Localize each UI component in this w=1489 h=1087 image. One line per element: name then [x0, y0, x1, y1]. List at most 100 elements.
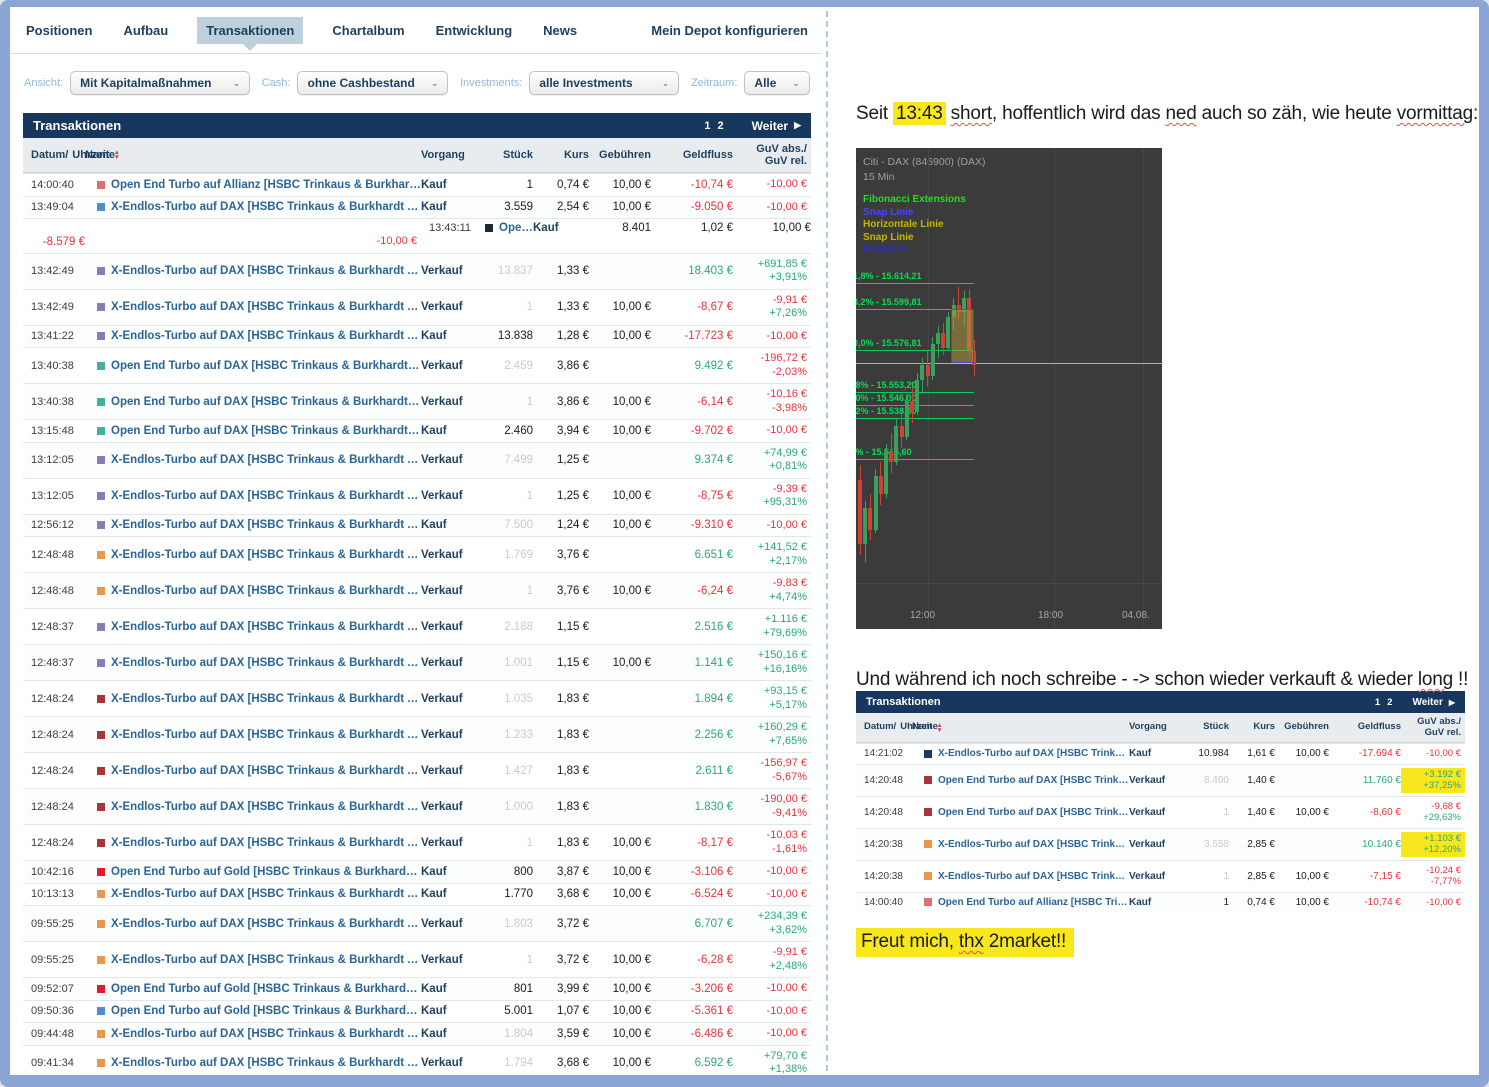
instrument-link[interactable]: X-Endlos-Turbo auf DAX [HSBC Trinkaus & … [111, 265, 421, 277]
filter-group-1: Cash: ohne Cashbestand ⌄ [262, 71, 449, 95]
instrument-link[interactable]: X-Endlos-Turbo auf DAX [HSBC Trinkaus & … [111, 656, 421, 669]
instrument-color-dot [97, 694, 105, 703]
instrument-link[interactable]: X-Endlos-Turbo auf DAX [HSBC Trinkaus & … [938, 748, 1129, 760]
instrument-color-dot [97, 303, 105, 311]
cell-kurs: 3,76 € [557, 584, 589, 597]
cell-stueck: 1.035 [504, 692, 533, 705]
instrument-link[interactable]: X-Endlos-Turbo auf DAX [HSBC Trinkaus & … [111, 1027, 421, 1040]
instrument-link[interactable]: X-Endlos-Turbo auf DAX [HSBC Trinkaus & … [111, 953, 421, 966]
table-title: Transaktionen [866, 696, 941, 708]
x-axis-label: 04.08. [1122, 610, 1150, 621]
nav-tab-transaktionen[interactable]: Transaktionen [197, 17, 304, 51]
filter-label: Investments: [459, 77, 523, 89]
instrument-link[interactable]: Open End Turbo auf DAX [HSBC Trinkaus & … [111, 424, 421, 437]
cell-guv: -10,00 € [766, 1004, 807, 1017]
next-arrow-icon: ▶ [1448, 697, 1455, 707]
sort-icon[interactable]: ▲ ▼ [936, 721, 943, 734]
configure-depot-link[interactable]: Mein Depot konfigurieren [651, 23, 808, 38]
column-header: Stück [1203, 721, 1229, 733]
instrument-link[interactable]: X-Endlos-Turbo auf DAX [HSBC Trinkaus & … [111, 584, 421, 597]
instrument-link[interactable]: X-Endlos-Turbo auf DAX [HSBC Trinkaus & … [111, 620, 421, 633]
nav-tab-chartalbum[interactable]: Chartalbum [332, 23, 405, 38]
sort-icon[interactable]: ▲ ▼ [113, 149, 120, 161]
cell-kurs: 3,94 € [557, 424, 589, 437]
instrument-link[interactable]: X-Endlos-Turbo auf DAX [HSBC Trinkaus & … [111, 692, 421, 705]
filter-value: Alle [754, 76, 777, 90]
instrument-color-dot [97, 730, 105, 739]
instrument-link[interactable]: X-Endlos-Turbo auf DAX [HSBC Trinkaus & … [111, 764, 421, 777]
instrument-link[interactable]: Open End Turbo auf DAX [HSBC Trinkaus & … [938, 774, 1129, 786]
instrument-link[interactable]: X-Endlos-Turbo auf DAX [HSBC Trinkaus & … [111, 888, 421, 901]
instrument-link[interactable]: X-Endlos-Turbo auf DAX [HSBC Trinkaus & … [111, 301, 421, 313]
cell-stueck: 1.794 [504, 1057, 533, 1069]
instrument-link[interactable]: X-Endlos-Turbo auf DAX [HSBC Trinkaus & … [111, 917, 421, 930]
page-number[interactable]: 1 [1374, 696, 1381, 708]
instrument-link[interactable]: X-Endlos-Turbo auf DAX [HSBC Trinkaus & … [111, 519, 421, 532]
cell-time: 09:41:34 [31, 1057, 74, 1069]
cell-vorgang: Verkauf [421, 584, 463, 597]
instrument-color-dot [97, 267, 105, 275]
candle-body [956, 304, 961, 312]
cell-geldfluss: -9.050 € [690, 201, 733, 214]
page-number[interactable]: 2 [717, 119, 724, 132]
instrument-link[interactable]: Open End Turbo auf Allianz [HSBC Trinkau… [111, 178, 421, 191]
candle-body [868, 508, 873, 530]
instrument-link[interactable]: X-Endlos-Turbo auf DAX [HSBC Trinkaus & … [111, 1057, 421, 1069]
instrument-link[interactable]: X-Endlos-Turbo auf DAX [HSBC Trinkaus & … [111, 728, 421, 741]
instrument-link[interactable]: X-Endlos-Turbo auf DAX [HSBC Trinkaus & … [111, 330, 421, 343]
instrument-link[interactable]: Open End Turbo auf Gold [HSBC Trinkaus &… [111, 865, 421, 878]
instrument-link[interactable]: Open End Turbo auf Allianz [HSBC Trinkau… [938, 896, 1129, 908]
filter-dropdown[interactable]: ohne Cashbestand ⌄ [297, 71, 449, 95]
cell-kurs: 3,68 € [557, 888, 589, 901]
instrument-link[interactable]: Open End Turbo auf DAX [HSBC Trinkaus & … [111, 359, 421, 372]
table-row: 13:15:48 Open End Turbo auf DAX [HSBC Tri… [23, 419, 811, 442]
cell-time: 14:20:48 [864, 774, 903, 786]
cell-vorgang: Kauf [421, 330, 447, 343]
cell-stueck: 3.559 [504, 201, 533, 214]
nav-tab-news[interactable]: News [543, 23, 578, 38]
instrument-link[interactable]: X-Endlos-Turbo auf DAX [HSBC Trinkaus & … [111, 548, 421, 561]
cell-vorgang: Verkauf [1129, 774, 1166, 786]
instrument-link[interactable]: X-Endlos-Turbo auf DAX [HSBC Trinkaus & … [938, 838, 1129, 850]
instrument-link[interactable]: Open End Turbo auf Gold [HSBC Trinkaus &… [111, 982, 421, 995]
instrument-link[interactable]: X-Endlos-Turbo auf DAX [HSBC Trinkaus & … [111, 800, 421, 813]
instrument-link[interactable]: Open End Turbo auf DAX [HSBC Trinkaus & … [499, 222, 533, 234]
chart-legend-item: Snap Linie [863, 206, 914, 218]
cell-kurs: 0,74 € [1247, 896, 1275, 908]
instrument-link[interactable]: X-Endlos-Turbo auf DAX [HSBC Trinkaus & … [111, 836, 421, 849]
cell-name: X-Endlos-Turbo auf DAX [HSBC Trinkaus & … [85, 1028, 421, 1040]
instrument-link[interactable]: X-Endlos-Turbo auf DAX [HSBC Trinkaus & … [111, 454, 421, 466]
filter-dropdown[interactable]: Mit Kapitalmaßnahmen ⌄ [70, 71, 251, 95]
instrument-link[interactable]: Open End Turbo auf Gold [HSBC Trinkaus &… [111, 1005, 421, 1018]
next-page-button[interactable]: Weiter ▶ [1412, 696, 1455, 708]
instrument-link[interactable]: X-Endlos-Turbo auf DAX [HSBC Trinkaus & … [111, 201, 421, 214]
table-row: 12:48:24 X-Endlos-Turbo auf DAX [HSBC Tri… [23, 716, 811, 752]
cell-guv: +234,39 € +3,62% [757, 910, 807, 936]
filter-dropdown[interactable]: alle Investments ⌄ [529, 71, 680, 95]
cell-vorgang: Kauf [421, 1027, 447, 1040]
next-page-button[interactable]: Weiter ▶ [751, 118, 801, 133]
nav-tab-positionen[interactable]: Positionen [26, 23, 93, 38]
cell-stueck: 1.803 [504, 917, 533, 930]
cell-stueck: 1 [526, 836, 533, 849]
fibonacci-line [856, 349, 974, 351]
instrument-link[interactable]: X-Endlos-Turbo auf DAX [HSBC Trinkaus & … [938, 870, 1129, 882]
filter-dropdown[interactable]: Alle ⌄ [744, 71, 810, 95]
instrument-link[interactable]: Open End Turbo auf DAX [HSBC Trinkaus & … [938, 806, 1129, 818]
chart-legend-item: Fibonacci Extensions [863, 194, 966, 205]
page-number[interactable]: 2 [1387, 696, 1393, 708]
instrument-color-dot [97, 180, 105, 189]
nav-tab-aufbau[interactable]: Aufbau [123, 23, 169, 38]
page-number[interactable]: 1 [704, 119, 711, 132]
instrument-link[interactable]: Open End Turbo auf DAX [HSBC Trinkaus & … [111, 395, 421, 408]
instrument-link[interactable]: X-Endlos-Turbo auf DAX [HSBC Trinkaus & … [111, 490, 421, 502]
cell-stueck: 1.804 [504, 1027, 533, 1040]
table-row: 09:55:25 X-Endlos-Turbo auf DAX [HSBC Tri… [23, 941, 811, 977]
cell-kurs: 1,28 € [557, 330, 589, 343]
nav-tab-entwicklung[interactable]: Entwicklung [435, 23, 513, 38]
fibonacci-label: 0,0% - 15.515,60 [856, 447, 912, 458]
cell-time: 13:40:38 [31, 359, 74, 372]
